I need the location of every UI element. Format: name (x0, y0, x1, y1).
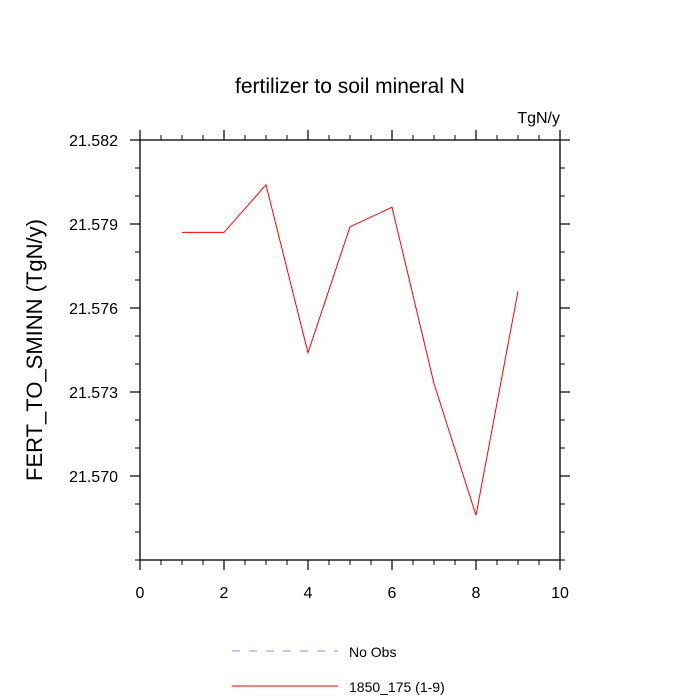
units-label: TgN/y (517, 110, 560, 127)
legend-label: No Obs (349, 644, 396, 660)
x-tick-label: 8 (472, 585, 481, 602)
legend: No Obs 1850_175 (1-9) (232, 644, 445, 695)
x-tick-label: 10 (551, 585, 569, 602)
y-axis-label: FERT_TO_SMINN (TgN/y) (22, 219, 47, 481)
x-tick-label: 4 (304, 585, 313, 602)
chart-title: fertilizer to soil mineral N (235, 75, 465, 98)
y-tick-label: 21.582 (69, 133, 118, 150)
y-tick-label: 21.570 (69, 469, 118, 486)
x-tick-label: 2 (220, 585, 229, 602)
series-line (182, 183, 519, 516)
y-tick-label: 21.576 (69, 301, 118, 318)
x-tick-label: 0 (136, 585, 145, 602)
x-tick-label: 6 (388, 585, 397, 602)
axis-tick-labels: 0 2 4 6 8 10 21.570 21.573 21.576 21.579 21.582 (69, 133, 569, 602)
plot-frame (139, 139, 561, 561)
series-layer (182, 183, 519, 516)
axis-ticks (130, 130, 570, 570)
y-tick-label: 21.573 (69, 385, 118, 402)
y-tick-label: 21.579 (69, 217, 118, 234)
legend-label: 1850_175 (1-9) (349, 679, 445, 695)
